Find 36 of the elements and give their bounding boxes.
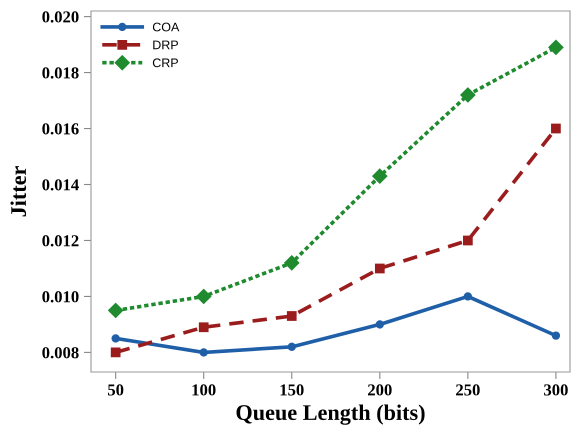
y-tick-label: 0.020 <box>42 11 79 23</box>
legend-label: COA <box>152 22 180 32</box>
point <box>286 311 297 321</box>
y-tick-label: 0.008 <box>42 347 79 358</box>
x-tick-label: 50 <box>108 384 124 396</box>
x-tick-label: 250 <box>456 384 480 396</box>
point <box>288 342 296 351</box>
x-tick-label: 150 <box>280 384 304 396</box>
x-axis-title: Queue Length (bits) <box>236 404 425 425</box>
point <box>463 236 473 246</box>
y-axis-title: Jitter <box>10 166 26 216</box>
legend-label: DRP <box>153 40 178 50</box>
point <box>548 40 564 55</box>
point <box>374 264 385 274</box>
point <box>551 124 561 134</box>
x-tick-label: 100 <box>192 384 216 396</box>
y-tick-label: 0.018 <box>42 67 79 79</box>
point <box>108 302 124 318</box>
point <box>376 320 384 329</box>
y-tick-label: 0.014 <box>42 179 79 191</box>
legend-label: CRP <box>152 58 178 68</box>
point <box>464 292 472 301</box>
x-tick-label: 200 <box>368 384 392 396</box>
point <box>372 168 388 184</box>
point <box>196 288 212 304</box>
point <box>284 255 300 270</box>
y-tick-label: 0.010 <box>42 291 79 302</box>
point <box>198 322 209 332</box>
point <box>552 331 560 340</box>
point <box>200 348 208 357</box>
y-tick-label: 0.012 <box>42 235 78 246</box>
point <box>110 348 121 358</box>
point <box>460 87 476 103</box>
y-tick-label: 0.016 <box>42 123 79 135</box>
x-tick-label: 300 <box>544 384 568 396</box>
point <box>111 334 120 343</box>
